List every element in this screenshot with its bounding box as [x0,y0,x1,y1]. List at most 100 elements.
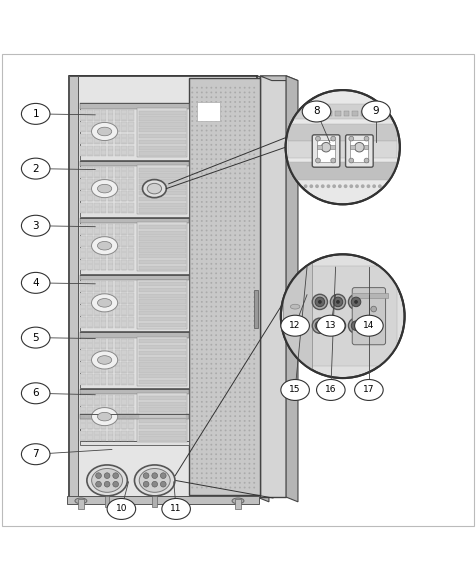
Circle shape [253,106,255,108]
Circle shape [225,101,227,103]
Circle shape [244,115,246,117]
Circle shape [196,92,198,93]
Bar [80,305,86,316]
Circle shape [220,96,222,98]
Circle shape [338,184,342,188]
Circle shape [248,148,250,151]
Circle shape [201,444,203,445]
Bar [108,122,113,132]
Circle shape [225,382,227,384]
FancyBboxPatch shape [346,135,373,167]
Circle shape [234,339,236,341]
Circle shape [225,277,227,279]
Circle shape [210,187,212,188]
Circle shape [253,158,255,160]
Bar [129,146,134,156]
Circle shape [201,239,203,241]
Circle shape [229,477,231,479]
Circle shape [215,135,217,136]
Circle shape [239,125,241,127]
Circle shape [210,148,212,151]
Circle shape [201,215,203,217]
Ellipse shape [317,379,345,400]
Circle shape [234,239,236,241]
Circle shape [239,458,241,460]
Circle shape [248,211,250,212]
Bar [115,350,120,361]
Circle shape [104,481,110,487]
Circle shape [229,310,231,313]
Circle shape [239,267,241,270]
Bar [87,395,93,405]
Circle shape [113,481,119,487]
Bar [139,202,186,207]
Circle shape [201,477,203,479]
Circle shape [206,387,208,389]
Circle shape [244,392,246,393]
Text: 4: 4 [32,278,39,288]
Circle shape [248,239,250,241]
Circle shape [215,206,217,208]
Bar [108,110,113,121]
Circle shape [196,396,198,398]
Circle shape [244,153,246,155]
Circle shape [239,182,241,184]
Bar [108,339,113,349]
Bar [80,362,86,373]
Circle shape [244,148,246,151]
Circle shape [248,168,250,169]
Circle shape [220,401,222,403]
Circle shape [215,125,217,127]
Circle shape [210,472,212,474]
Circle shape [160,473,166,478]
Bar [80,179,86,190]
Circle shape [201,106,203,108]
Text: 9: 9 [373,107,379,117]
Circle shape [196,244,198,246]
Circle shape [215,253,217,255]
Circle shape [220,458,222,460]
Circle shape [239,135,241,136]
Circle shape [225,220,227,222]
Circle shape [220,320,222,322]
Circle shape [210,349,212,350]
Circle shape [234,458,236,460]
Circle shape [234,153,236,155]
Circle shape [220,392,222,393]
Bar [80,161,189,217]
Circle shape [201,267,203,270]
Circle shape [220,239,222,241]
Circle shape [210,120,212,122]
Circle shape [234,106,236,108]
Bar [115,305,120,316]
FancyBboxPatch shape [312,135,340,167]
Circle shape [215,320,217,322]
Circle shape [191,429,193,432]
Circle shape [239,96,241,98]
Bar [101,305,107,316]
Circle shape [215,201,217,203]
Circle shape [220,234,222,236]
Bar [87,431,93,441]
Circle shape [248,234,250,236]
Circle shape [191,382,193,384]
Circle shape [239,148,241,151]
Bar [330,146,335,149]
Bar [139,185,186,190]
Circle shape [330,318,346,334]
Bar [283,259,312,374]
Text: 11: 11 [170,505,182,513]
Bar [139,237,186,241]
Circle shape [201,125,203,127]
Bar [115,293,120,304]
Circle shape [225,310,227,313]
Circle shape [225,125,227,127]
Circle shape [210,425,212,427]
Circle shape [210,377,212,379]
Circle shape [143,473,149,478]
Circle shape [315,184,319,188]
Circle shape [220,206,222,208]
Circle shape [206,215,208,217]
Circle shape [196,239,198,241]
Circle shape [201,263,203,265]
